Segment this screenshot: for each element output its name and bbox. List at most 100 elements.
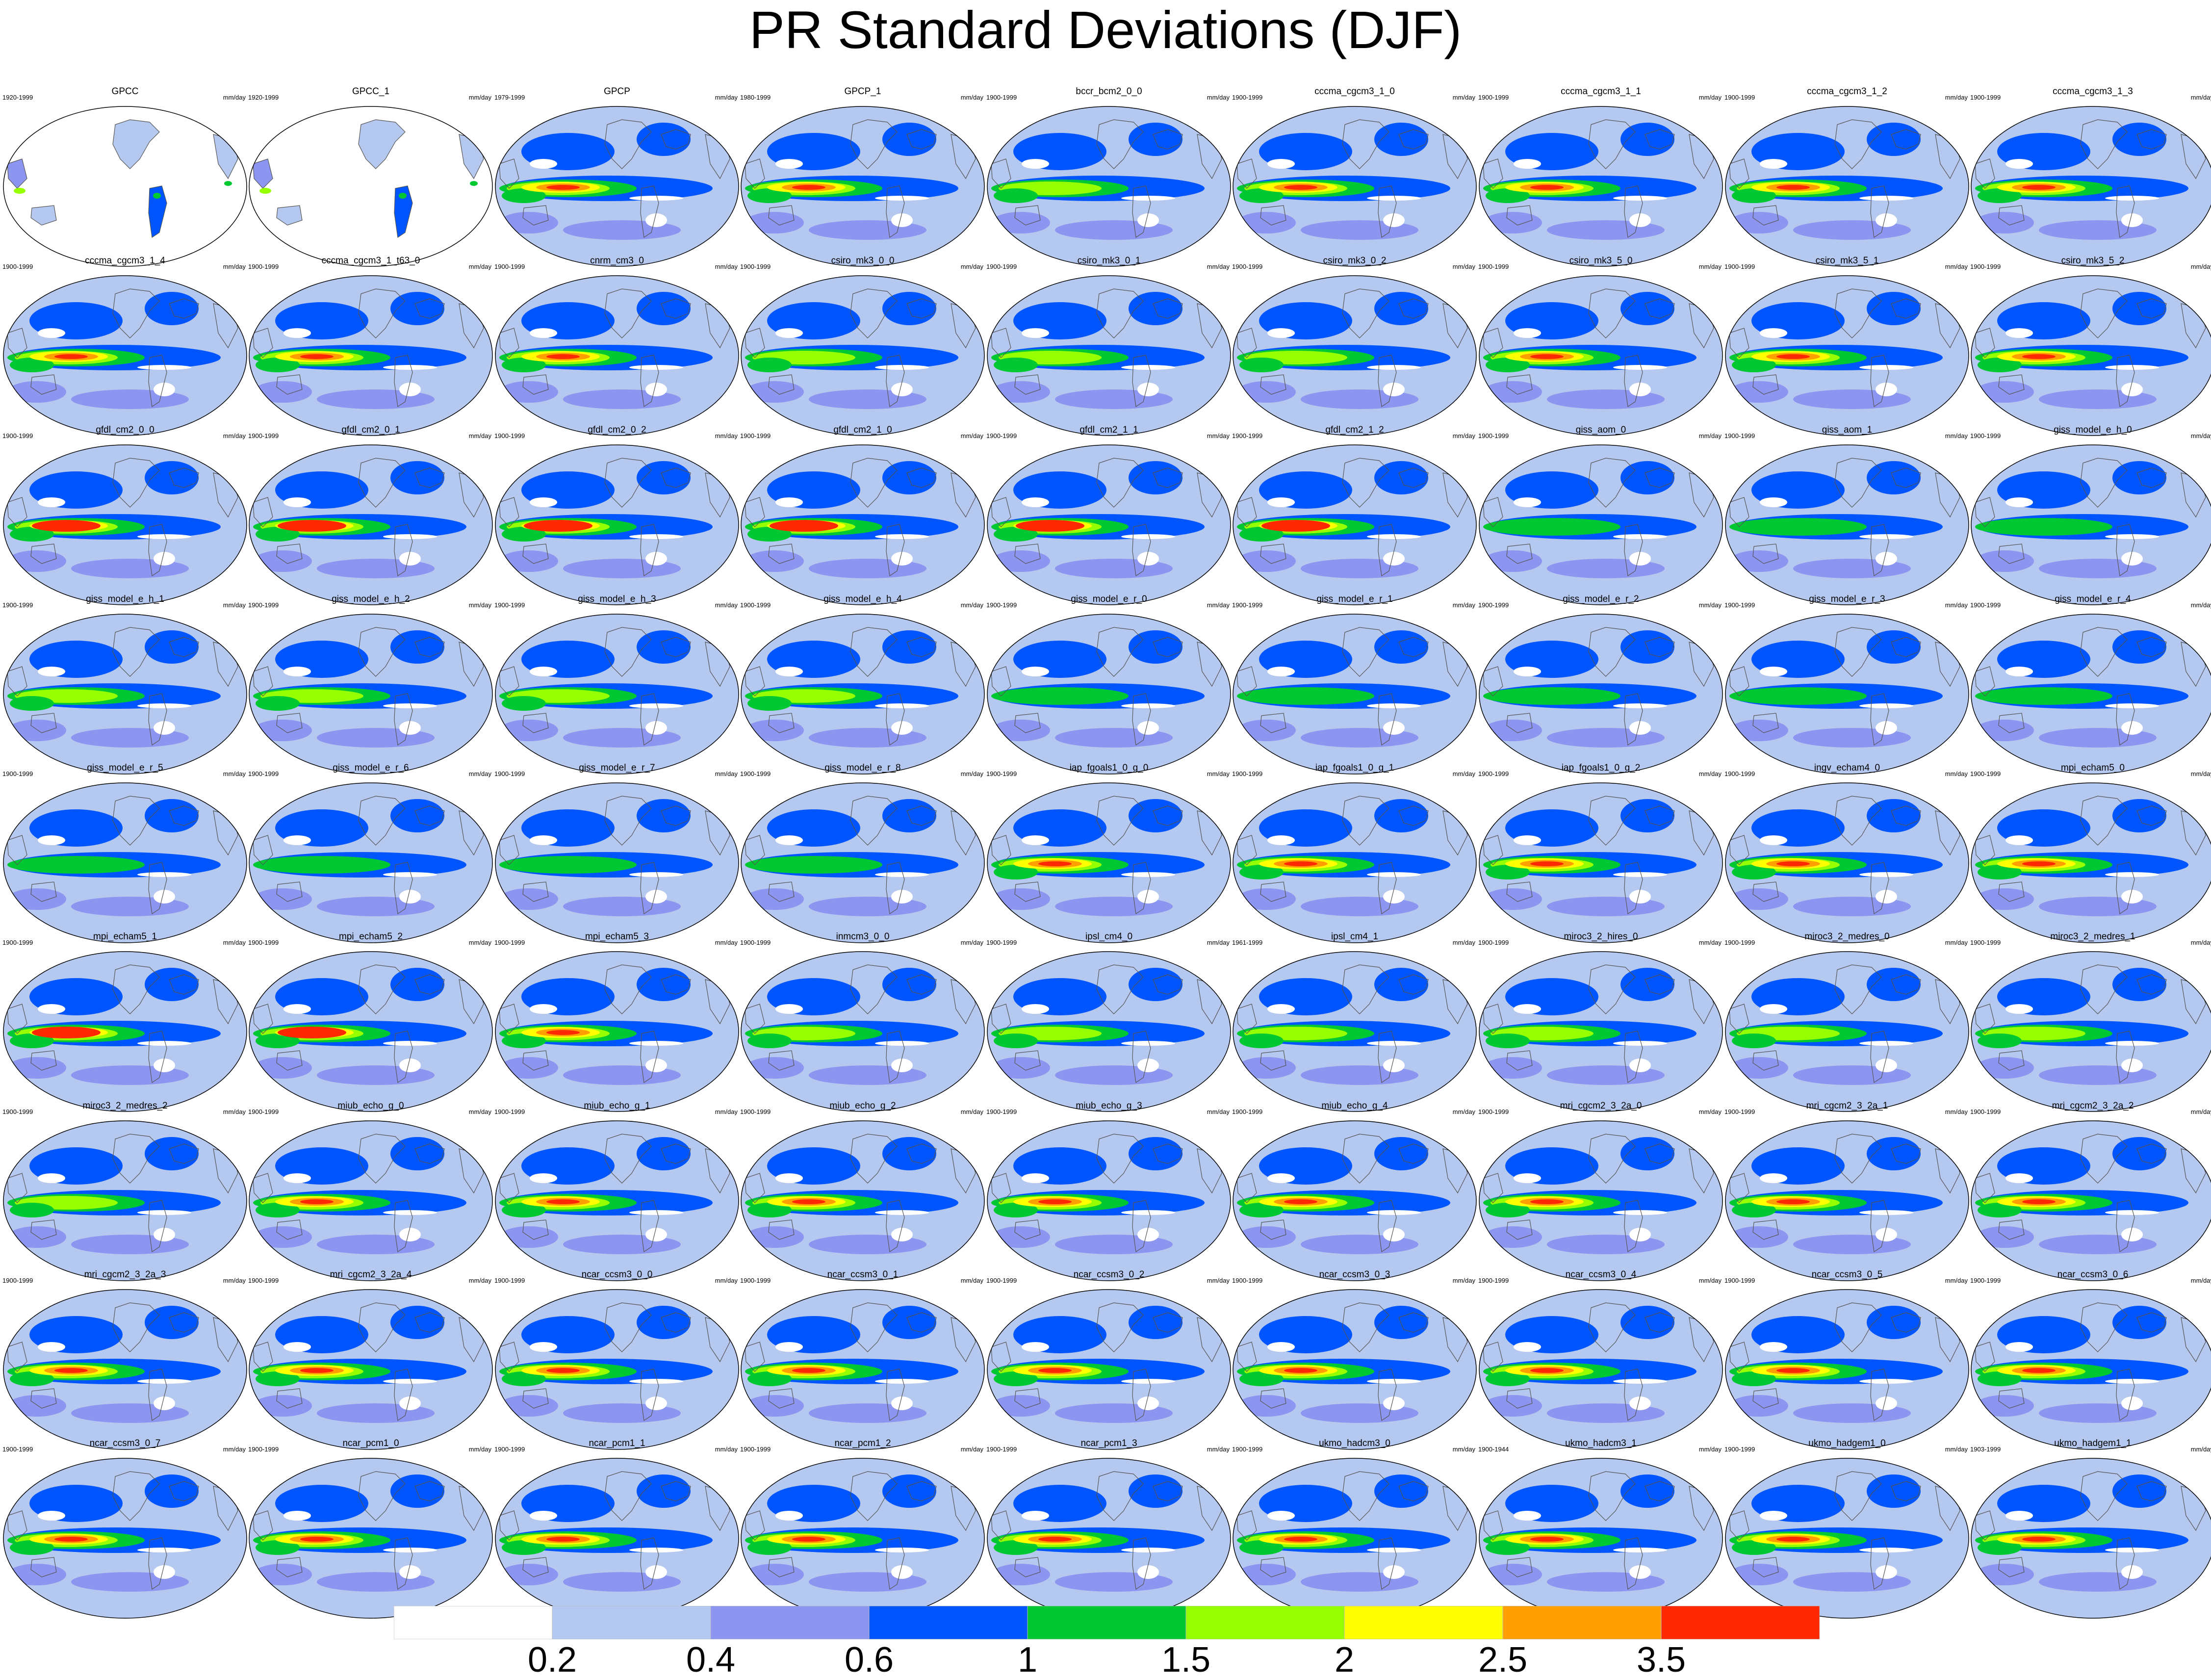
panel-title: mri_cgcm2_3_2a_0 <box>1560 1101 1642 1111</box>
itcz-red <box>300 1537 334 1542</box>
map-outline <box>1971 782 2211 943</box>
panel-title: gfdl_cm2_0_0 <box>96 425 154 435</box>
coastline-4 <box>1260 205 1286 226</box>
coastline-0 <box>1834 964 1882 1014</box>
southern-band <box>1237 720 1296 741</box>
panel-units: mm/day <box>1698 1108 1722 1115</box>
coastline-0 <box>1096 288 1144 338</box>
panel-years: 1900-1999 <box>1970 432 2001 439</box>
southern-band <box>1483 550 1542 572</box>
dry-patch-north <box>38 1511 65 1521</box>
ocean-white <box>3 106 247 266</box>
dry-patch-south <box>645 890 667 904</box>
robinson-map <box>987 951 1231 1112</box>
panel-title: cccma_cgcm3_1_3 <box>2053 86 2133 97</box>
panel-title: ukmo_hadgem1_1 <box>2054 1438 2132 1448</box>
coastline-1 <box>414 805 445 826</box>
map-panel: mri_cgcm2_3_2a_1 1900-1999 mm/day <box>1724 1101 1970 1283</box>
storm-track-atlantic <box>1620 968 1674 1001</box>
storm-track-atlantic <box>1620 799 1674 832</box>
coastline-0 <box>2080 1134 2128 1184</box>
dry-patch-south <box>645 1396 667 1410</box>
itcz-red <box>1284 861 1317 866</box>
panel-years: 1900-1999 <box>2 263 33 270</box>
coastline-2 <box>1624 1200 1643 1253</box>
coastline-4 <box>768 713 795 733</box>
dry-patch-north <box>2005 667 2033 676</box>
robinson-map <box>1725 1289 1969 1450</box>
coastline-5 <box>1729 666 1749 697</box>
coastline-5 <box>499 1173 519 1203</box>
robinson-map <box>1971 1289 2211 1450</box>
cold-tongue <box>137 1548 191 1552</box>
dry-patch-south <box>1383 1228 1405 1241</box>
map-panel: ukmo_hadgem1_1 1903-1999 mm/day <box>1970 1438 2211 1620</box>
dry-patch-south <box>154 552 175 566</box>
coastline-5 <box>745 328 765 358</box>
panel-title: ukmo_hadgem1_0 <box>1808 1438 1886 1448</box>
coastline-2 <box>1624 862 1643 915</box>
colorbar-tick-label: 0.6 <box>844 1640 894 1680</box>
panel-title: miroc3_2_medres_2 <box>82 1101 168 1111</box>
itcz-red <box>1038 1537 1072 1542</box>
panel-units: mm/day <box>223 1277 246 1284</box>
coastline-2 <box>640 1031 659 1084</box>
robinson-map <box>1725 951 1969 1112</box>
colorbar-tick-label: 3.5 <box>1636 1640 1686 1680</box>
storm-track-atlantic <box>390 799 444 832</box>
storm-track-atlantic <box>145 1306 199 1339</box>
panel-years: 1900-1999 <box>2 432 33 439</box>
dry-patch-north <box>1514 497 1541 507</box>
map-outline <box>741 1289 985 1450</box>
panel-units: mm/day <box>960 1108 983 1115</box>
amazon-green <box>153 193 161 199</box>
coastline-4 <box>276 881 303 902</box>
coastline-1 <box>1891 1481 1921 1501</box>
robinson-map <box>987 614 1231 775</box>
colorbar-swatch <box>1185 1606 1345 1639</box>
coastline-5 <box>1483 1510 1503 1541</box>
coastline-2 <box>1870 1369 1889 1422</box>
panel-years: 1900-1999 <box>2 939 33 946</box>
colorbar-tick-label: 0.4 <box>686 1640 736 1680</box>
cold-tongue <box>1121 872 1175 877</box>
dry-patch-south <box>1629 1228 1651 1241</box>
cold-tongue <box>2105 1548 2159 1552</box>
panel-title: cnrm_cm3_0 <box>590 256 644 266</box>
panel-units: mm/day <box>2190 939 2211 946</box>
indian-ocean-green <box>994 1540 1038 1555</box>
panel-units: mm/day <box>1207 1108 1230 1115</box>
panel-years: 1900-1999 <box>1232 1446 1263 1453</box>
dry-patch-north <box>1022 328 1049 338</box>
map-panel: csiro_mk3_0_0 1900-1999 mm/day <box>740 256 985 438</box>
map-panel: mpi_echam5_1 1900-1999 mm/day <box>2 931 248 1113</box>
coastline-2 <box>148 1200 167 1253</box>
coastline-2 <box>1378 1031 1397 1084</box>
dry-patch-south <box>1137 552 1159 566</box>
storm-track-atlantic <box>1620 630 1674 664</box>
southern-band <box>745 888 804 910</box>
dry-patch-north <box>1022 1511 1049 1521</box>
coastline-4 <box>1260 374 1286 395</box>
indian-ocean-green <box>1239 865 1284 879</box>
coastline-5 <box>499 666 519 697</box>
map-panel: ncar_ccsm3_0_0 1900-1999 mm/day <box>494 1269 740 1451</box>
dry-patch-north <box>1760 1173 1787 1183</box>
coastline-4 <box>1506 713 1533 733</box>
panel-units: mm/day <box>1698 601 1722 609</box>
southern-band <box>499 888 558 910</box>
dry-patch-north <box>1022 159 1049 169</box>
panel-title: giss_model_e_r_5 <box>87 763 163 773</box>
coastline-1 <box>1645 805 1675 826</box>
robinson-map <box>1479 614 1723 775</box>
dry-patch-south <box>891 213 913 227</box>
coastline-1 <box>1645 637 1675 657</box>
panel-units: mm/day <box>1207 601 1230 609</box>
robinson-map <box>495 275 739 436</box>
southern-band <box>7 1226 66 1248</box>
map-outline <box>1725 1120 1969 1281</box>
coastline-4 <box>276 374 303 395</box>
dry-patch-north <box>283 667 311 676</box>
coastline-5 <box>499 1004 519 1034</box>
coastline-0 <box>1342 964 1389 1014</box>
